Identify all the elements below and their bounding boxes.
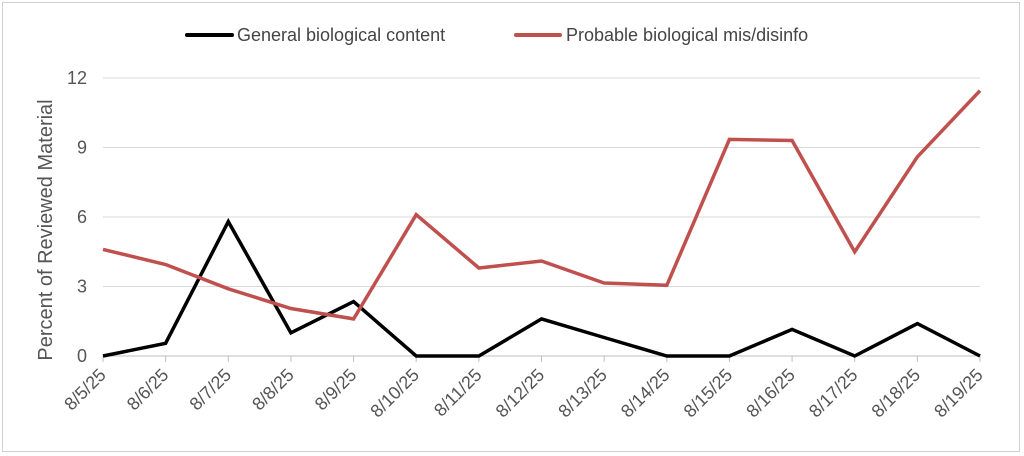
x-tick-label: 8/9/25: [311, 365, 361, 415]
x-tick-label: 8/6/25: [123, 365, 173, 415]
x-tick-label: 8/8/25: [248, 365, 298, 415]
y-tick-label: 3: [77, 277, 87, 297]
y-tick-label: 9: [77, 138, 87, 158]
x-tick-label: 8/10/25: [366, 365, 423, 422]
x-tick-label: 8/7/25: [186, 365, 236, 415]
x-tick-label: 8/5/25: [60, 365, 110, 415]
series-line-general-biological-content: [102, 217, 981, 358]
y-tick-label: 6: [77, 207, 87, 227]
series-lines: [102, 89, 982, 358]
series-line-probable-mis-disinfo: [102, 89, 982, 321]
gridlines: [103, 77, 980, 357]
x-tick-label: 8/19/25: [930, 365, 987, 422]
y-axis-label: Percent of Reviewed Material: [35, 99, 57, 360]
legend-label-probable: Probable biological mis/disinfo: [566, 25, 808, 45]
x-tick-label: 8/18/25: [868, 365, 925, 422]
x-tick-label: 8/17/25: [805, 365, 862, 422]
x-tick-label: 8/13/25: [554, 365, 611, 422]
x-tick-label: 8/15/25: [680, 365, 737, 422]
y-tick-label: 12: [67, 68, 87, 88]
x-tick-label: 8/11/25: [430, 365, 486, 421]
x-tick-label: 8/14/25: [617, 365, 674, 422]
x-tick-labels: 8/5/25 8/6/25 8/7/25 8/8/25 8/9/25 8/10/25 8/1…: [60, 356, 987, 421]
legend: General biological content Probable biol…: [185, 25, 808, 45]
y-tick-label: 0: [77, 346, 87, 366]
legend-label-general: General biological content: [237, 25, 445, 45]
y-tick-labels: 0 3 6 9 12: [67, 68, 87, 366]
x-tick-label: 8/12/25: [492, 365, 549, 422]
x-tick-label: 8/16/25: [742, 365, 799, 422]
